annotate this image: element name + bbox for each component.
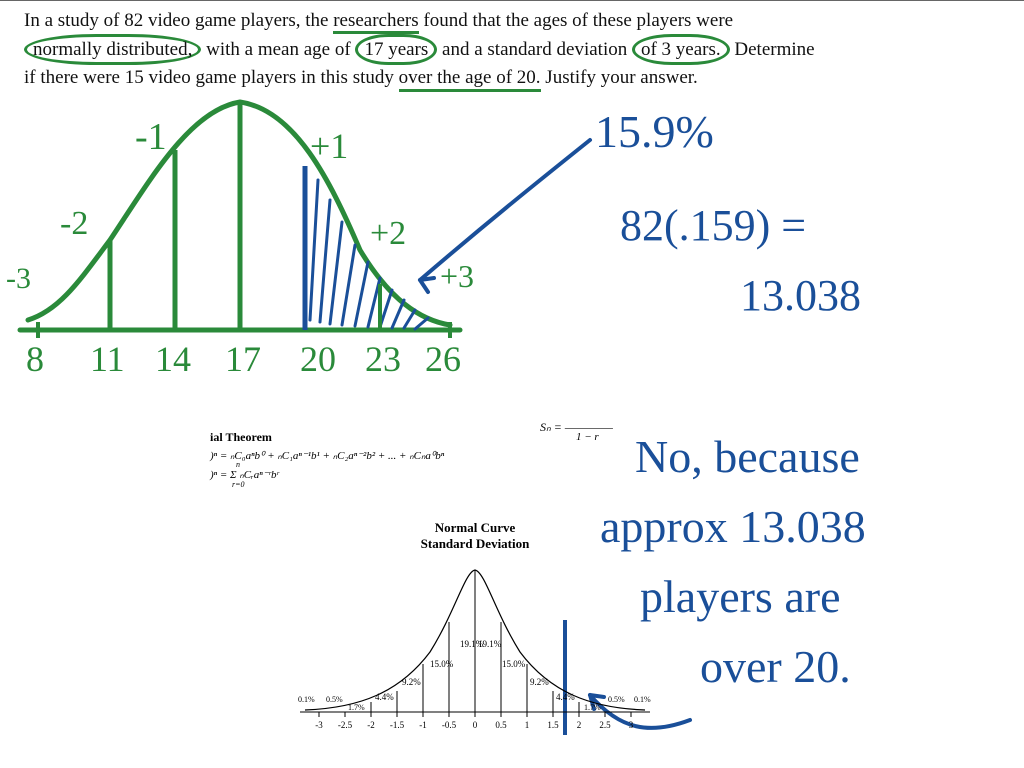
ref-binomial: ial Theorem )ⁿ = ₙC₀aⁿb⁰ + ₙC₁aⁿ⁻¹b¹ + ₙ…: [210, 430, 510, 481]
xlabel-17: 17: [225, 338, 261, 380]
sd-label-pos3: +3: [440, 258, 474, 295]
xlabel-23: 23: [365, 338, 401, 380]
ref-sn: Sₙ = ―――― 1 − r: [540, 420, 613, 443]
svg-text:-2: -2: [367, 720, 375, 730]
ref-pct-vtail-r: 0.5%: [608, 695, 625, 704]
xlabel-14: 14: [155, 338, 191, 380]
svg-text:1: 1: [525, 720, 530, 730]
sd-label-neg3: -3: [6, 262, 31, 296]
ref-pct-out-l: 9.2%: [402, 677, 421, 687]
ref-sum-bot: r=0: [232, 480, 245, 489]
svg-text:-2.5: -2.5: [338, 720, 353, 730]
svg-text:-1: -1: [419, 720, 427, 730]
ref-pct-out-r: 9.2%: [530, 677, 549, 687]
ref-pct-far-r: 4.4%: [556, 692, 575, 702]
sd-label-pos1: +1: [310, 125, 348, 167]
ref-pct-end-l: 0.1%: [298, 695, 315, 704]
svg-text:1.5: 1.5: [547, 720, 559, 730]
svg-text:0: 0: [473, 720, 478, 730]
ref-binomial-l1: )ⁿ = ₙC₀aⁿb⁰ + ₙC₁aⁿ⁻¹b¹ + ₙC₂aⁿ⁻²b² + .…: [210, 449, 510, 462]
xlabel-26: 26: [425, 338, 461, 380]
calc-eq-left: 82(.159) =: [620, 200, 806, 251]
ref-curve-svg: 19.1% 19.1% 15.0% 15.0% 9.2% 9.2% 4.4% 4…: [290, 552, 660, 742]
calc-eq-result: 13.038: [740, 270, 861, 321]
sd-label-pos2: +2: [370, 215, 406, 253]
xlabel-20: 20: [300, 338, 336, 380]
ref-binomial-title: ial Theorem: [210, 430, 510, 445]
svg-text:2: 2: [577, 720, 582, 730]
xlabel-11: 11: [90, 338, 125, 380]
sd-label-neg1: -1: [135, 115, 167, 159]
ref-pct-far-l: 4.4%: [375, 692, 394, 702]
answer-l4: over 20.: [700, 640, 851, 693]
ref-pct-mid-r: 15.0%: [502, 659, 526, 669]
svg-text:3: 3: [629, 720, 634, 730]
answer-l1: No, because: [635, 430, 860, 483]
ref-pct-mid-l: 15.0%: [430, 659, 454, 669]
answer-l3: players are: [640, 570, 841, 623]
ref-curve-title2: Standard Deviation: [290, 536, 660, 552]
svg-text:-1.5: -1.5: [390, 720, 405, 730]
svg-text:-0.5: -0.5: [442, 720, 457, 730]
sd-label-neg2: -2: [60, 205, 88, 243]
ref-normal-curve: Normal Curve Standard Deviation: [290, 520, 660, 746]
ref-pct-in-r: 19.1%: [478, 639, 502, 649]
ref-pct-end-r: 0.1%: [634, 695, 651, 704]
svg-text:2.5: 2.5: [599, 720, 611, 730]
ref-sum-top: n: [236, 460, 240, 469]
ref-curve-title1: Normal Curve: [290, 520, 660, 536]
ref-pct-tail-l: 1.7%: [348, 703, 365, 712]
ref-pct-vtail-l: 0.5%: [326, 695, 343, 704]
svg-text:-3: -3: [315, 720, 323, 730]
xlabel-8: 8: [26, 338, 44, 380]
calc-percent: 15.9%: [595, 105, 714, 158]
svg-text:0.5: 0.5: [495, 720, 507, 730]
ref-pct-tail-r: 1.7%: [584, 703, 601, 712]
